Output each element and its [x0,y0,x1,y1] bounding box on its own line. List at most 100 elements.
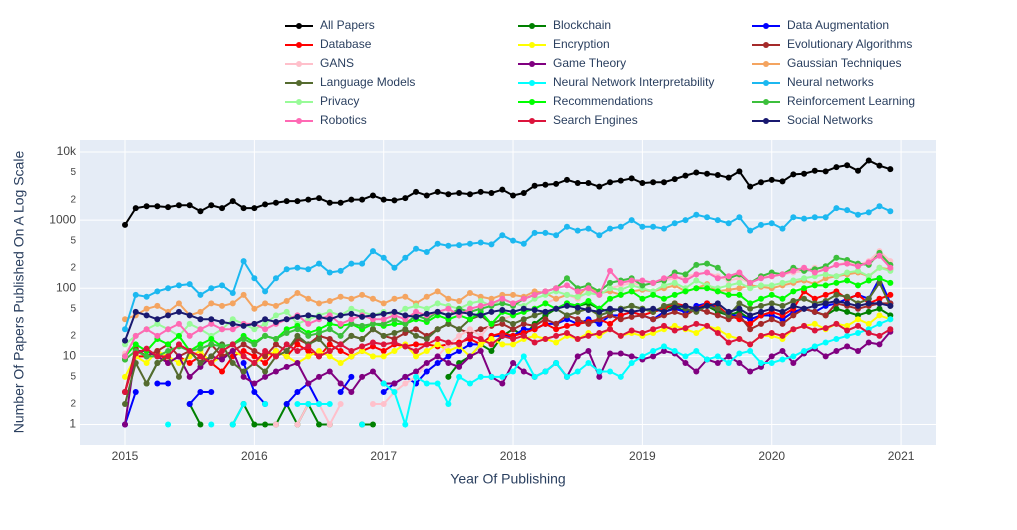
data-point [682,277,689,284]
x-tick-label: 2017 [370,449,397,463]
data-point [833,305,840,312]
data-point [790,214,797,221]
data-point [542,300,549,307]
data-point [844,162,851,169]
data-point [477,341,484,348]
data-point [865,295,872,302]
data-point [865,339,872,346]
data-point [596,232,603,239]
data-point [747,320,754,327]
data-point [337,199,344,206]
data-point [499,232,506,239]
data-point [553,332,560,339]
data-point [682,172,689,179]
data-point [305,347,312,354]
data-point [693,271,700,278]
data-point [337,388,344,395]
data-point [272,199,279,206]
legend-marker [529,80,535,86]
data-point [779,347,786,354]
data-point [175,202,182,209]
data-point [779,225,786,232]
data-point [165,204,172,211]
data-point [272,353,279,360]
data-point [757,320,764,327]
data-point [757,282,764,289]
data-point [337,380,344,387]
data-point [219,368,226,375]
data-point [316,335,323,342]
data-point [229,290,236,297]
data-point [391,320,398,327]
y-tick-label: 2 [70,262,76,273]
data-point [251,205,258,212]
data-point [413,302,420,309]
data-point [477,373,484,380]
data-point [811,214,818,221]
data-point [423,368,430,375]
data-point [779,271,786,278]
data-point [262,320,269,327]
data-point [574,308,581,315]
data-point [887,316,894,323]
legend-label: Language Models [320,75,415,89]
data-point [348,320,355,327]
data-point [272,368,279,375]
data-point [811,343,818,350]
data-point [466,191,473,198]
data-point [132,341,139,348]
data-point [671,347,678,354]
data-point [466,316,473,323]
data-point [229,198,236,205]
data-point [251,320,258,327]
data-point [510,308,517,315]
data-point [607,326,614,333]
data-point [240,335,247,342]
data-point [844,308,851,315]
data-point [380,316,387,323]
data-point [855,347,862,354]
data-point [423,310,430,317]
data-point [887,264,894,271]
data-point [757,221,764,228]
data-point [326,199,333,206]
data-point [143,312,150,319]
data-point [714,288,721,295]
data-point [466,240,473,247]
data-point [542,320,549,327]
legend-label: Data Augmentation [787,18,889,32]
data-point [768,273,775,280]
plot-area [80,140,936,445]
data-point [165,359,172,366]
data-point [272,312,279,319]
data-point [876,312,883,319]
data-point [639,180,646,187]
data-point [704,214,711,221]
data-point [682,217,689,224]
data-point [876,203,883,210]
data-point [704,285,711,292]
data-point [790,171,797,178]
data-point [650,326,657,333]
data-point [477,239,484,246]
data-point [704,322,711,329]
data-point [413,245,420,252]
data-point [197,359,204,366]
data-point [844,343,851,350]
data-point [477,312,484,319]
data-point [693,277,700,284]
data-point [628,313,635,320]
data-point [262,300,269,307]
data-point [585,285,592,292]
data-point [369,320,376,327]
legend-marker [763,118,769,124]
data-point [208,316,215,323]
data-point [251,275,258,282]
data-point [488,241,495,248]
data-point [229,300,236,307]
data-point [628,359,635,366]
data-point [682,325,689,332]
data-point [337,332,344,339]
data-point [531,229,538,236]
